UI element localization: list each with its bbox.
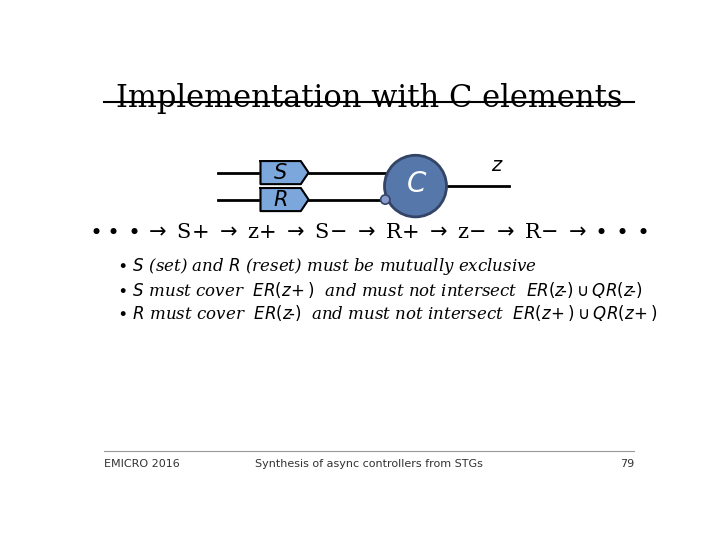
Text: $\bullet$ $R$ must cover  $ER(z\!\text{-})$  and must not intersect  $ER(z\!+) \: $\bullet$ $R$ must cover $ER(z\!\text{-}… — [117, 303, 657, 323]
Polygon shape — [261, 161, 309, 184]
Polygon shape — [261, 188, 309, 211]
Text: 79: 79 — [620, 458, 634, 469]
Text: $\bullet$ $S$ must cover  $ER(z\!+)$  and must not intersect  $ER(z\!\text{-}) \: $\bullet$ $S$ must cover $ER(z\!+)$ and … — [117, 280, 642, 300]
Circle shape — [381, 195, 390, 204]
Text: $z$: $z$ — [490, 157, 503, 176]
Text: EMICRO 2016: EMICRO 2016 — [104, 458, 180, 469]
Text: $C$: $C$ — [406, 171, 428, 198]
Text: $S$: $S$ — [274, 163, 288, 183]
Text: $\bullet$ $S$ (set) and $R$ (reset) must be mutually exclusive: $\bullet$ $S$ (set) and $R$ (reset) must… — [117, 256, 537, 277]
Text: $\bullet\bullet\bullet \rightarrow$ S+ $\rightarrow$ z+ $\rightarrow$ S$-$ $\rig: $\bullet\bullet\bullet \rightarrow$ S+ $… — [89, 223, 649, 242]
Circle shape — [384, 156, 446, 217]
Text: Synthesis of async controllers from STGs: Synthesis of async controllers from STGs — [255, 458, 483, 469]
Text: $R$: $R$ — [274, 190, 288, 210]
Text: Implementation with C elements: Implementation with C elements — [116, 83, 622, 113]
